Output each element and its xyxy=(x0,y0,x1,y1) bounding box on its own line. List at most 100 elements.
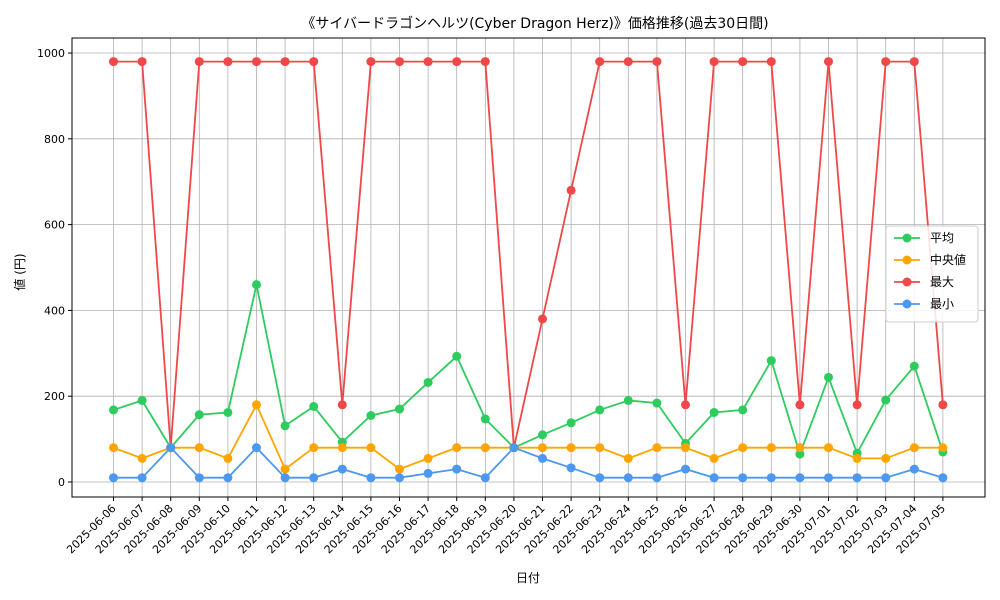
data-point xyxy=(395,404,404,414)
data-point xyxy=(909,443,919,453)
data-point xyxy=(109,405,118,415)
tick-labels: 2025-06-062025-06-072025-06-082025-06-09… xyxy=(37,47,948,556)
data-point xyxy=(109,473,118,483)
data-point xyxy=(337,443,347,453)
data-point xyxy=(566,443,576,453)
data-point xyxy=(938,473,948,483)
data-point xyxy=(366,410,376,420)
data-point xyxy=(938,400,948,410)
data-point xyxy=(309,443,319,453)
data-point xyxy=(595,57,605,67)
data-point xyxy=(623,57,633,67)
data-point xyxy=(595,443,605,453)
data-point xyxy=(652,443,662,453)
data-point xyxy=(595,405,605,415)
data-point xyxy=(280,421,290,431)
data-point xyxy=(252,280,261,290)
data-point xyxy=(194,443,204,453)
data-point xyxy=(366,57,376,67)
data-point xyxy=(309,57,319,67)
data-point xyxy=(223,57,233,67)
series-layer xyxy=(109,57,948,483)
data-point xyxy=(252,57,261,67)
data-point xyxy=(824,443,833,453)
data-point xyxy=(623,453,633,463)
data-point xyxy=(709,453,719,463)
legend-label: 最大 xyxy=(930,275,954,289)
y-tick-label: 1000 xyxy=(37,47,65,60)
data-point xyxy=(938,443,948,453)
data-point xyxy=(566,463,576,473)
series-line xyxy=(113,284,944,457)
data-point xyxy=(881,57,891,67)
data-point xyxy=(252,443,261,453)
data-point xyxy=(309,401,319,411)
data-point xyxy=(194,473,204,483)
series-2 xyxy=(109,57,948,453)
series-1 xyxy=(109,400,948,474)
data-point xyxy=(395,464,404,474)
data-point xyxy=(480,57,490,67)
data-point xyxy=(909,464,919,474)
data-point xyxy=(538,443,547,453)
data-point xyxy=(309,473,319,483)
data-point xyxy=(223,453,233,463)
data-point xyxy=(423,57,433,67)
data-point xyxy=(223,473,233,483)
data-point xyxy=(480,443,490,453)
data-point xyxy=(795,473,805,483)
data-point xyxy=(509,443,519,453)
data-point xyxy=(709,57,719,67)
data-point xyxy=(137,57,147,67)
data-point xyxy=(824,473,833,483)
data-point xyxy=(681,400,690,410)
data-point xyxy=(423,453,433,463)
data-point xyxy=(452,443,462,453)
legend-marker xyxy=(902,277,912,287)
legend-box xyxy=(885,225,979,323)
data-point xyxy=(538,314,547,324)
data-point xyxy=(652,473,662,483)
y-tick-label: 400 xyxy=(44,304,65,317)
data-point xyxy=(909,361,919,371)
data-point xyxy=(480,414,490,424)
data-point xyxy=(795,400,805,410)
data-point xyxy=(452,464,462,474)
data-point xyxy=(652,398,662,408)
data-point xyxy=(480,473,490,483)
data-point xyxy=(795,443,805,453)
legend-marker xyxy=(902,233,912,243)
y-tick-label: 600 xyxy=(44,219,65,232)
legend-marker xyxy=(902,299,912,309)
data-point xyxy=(852,400,862,410)
data-point xyxy=(738,473,748,483)
plot-frame xyxy=(71,37,986,498)
data-point xyxy=(280,464,290,474)
data-point xyxy=(280,57,290,67)
data-point xyxy=(137,395,147,405)
data-point xyxy=(881,453,891,463)
series-0 xyxy=(109,280,948,459)
series-line xyxy=(113,402,943,471)
data-point xyxy=(452,57,462,67)
data-point xyxy=(681,464,690,474)
data-point xyxy=(909,57,919,67)
data-point xyxy=(109,57,118,67)
data-point xyxy=(766,443,776,453)
data-point xyxy=(623,473,633,483)
data-point xyxy=(395,473,404,483)
data-point xyxy=(194,57,204,67)
data-point xyxy=(423,377,433,387)
data-point xyxy=(766,356,776,366)
data-point xyxy=(280,473,290,483)
data-point xyxy=(738,405,748,415)
data-point xyxy=(395,57,404,67)
legend-label: 平均 xyxy=(930,231,954,245)
y-tick-label: 200 xyxy=(44,390,65,403)
data-point xyxy=(166,443,176,453)
legend-label: 中央値 xyxy=(930,252,966,267)
data-point xyxy=(852,453,862,463)
data-point xyxy=(223,407,233,417)
data-point xyxy=(709,473,719,483)
